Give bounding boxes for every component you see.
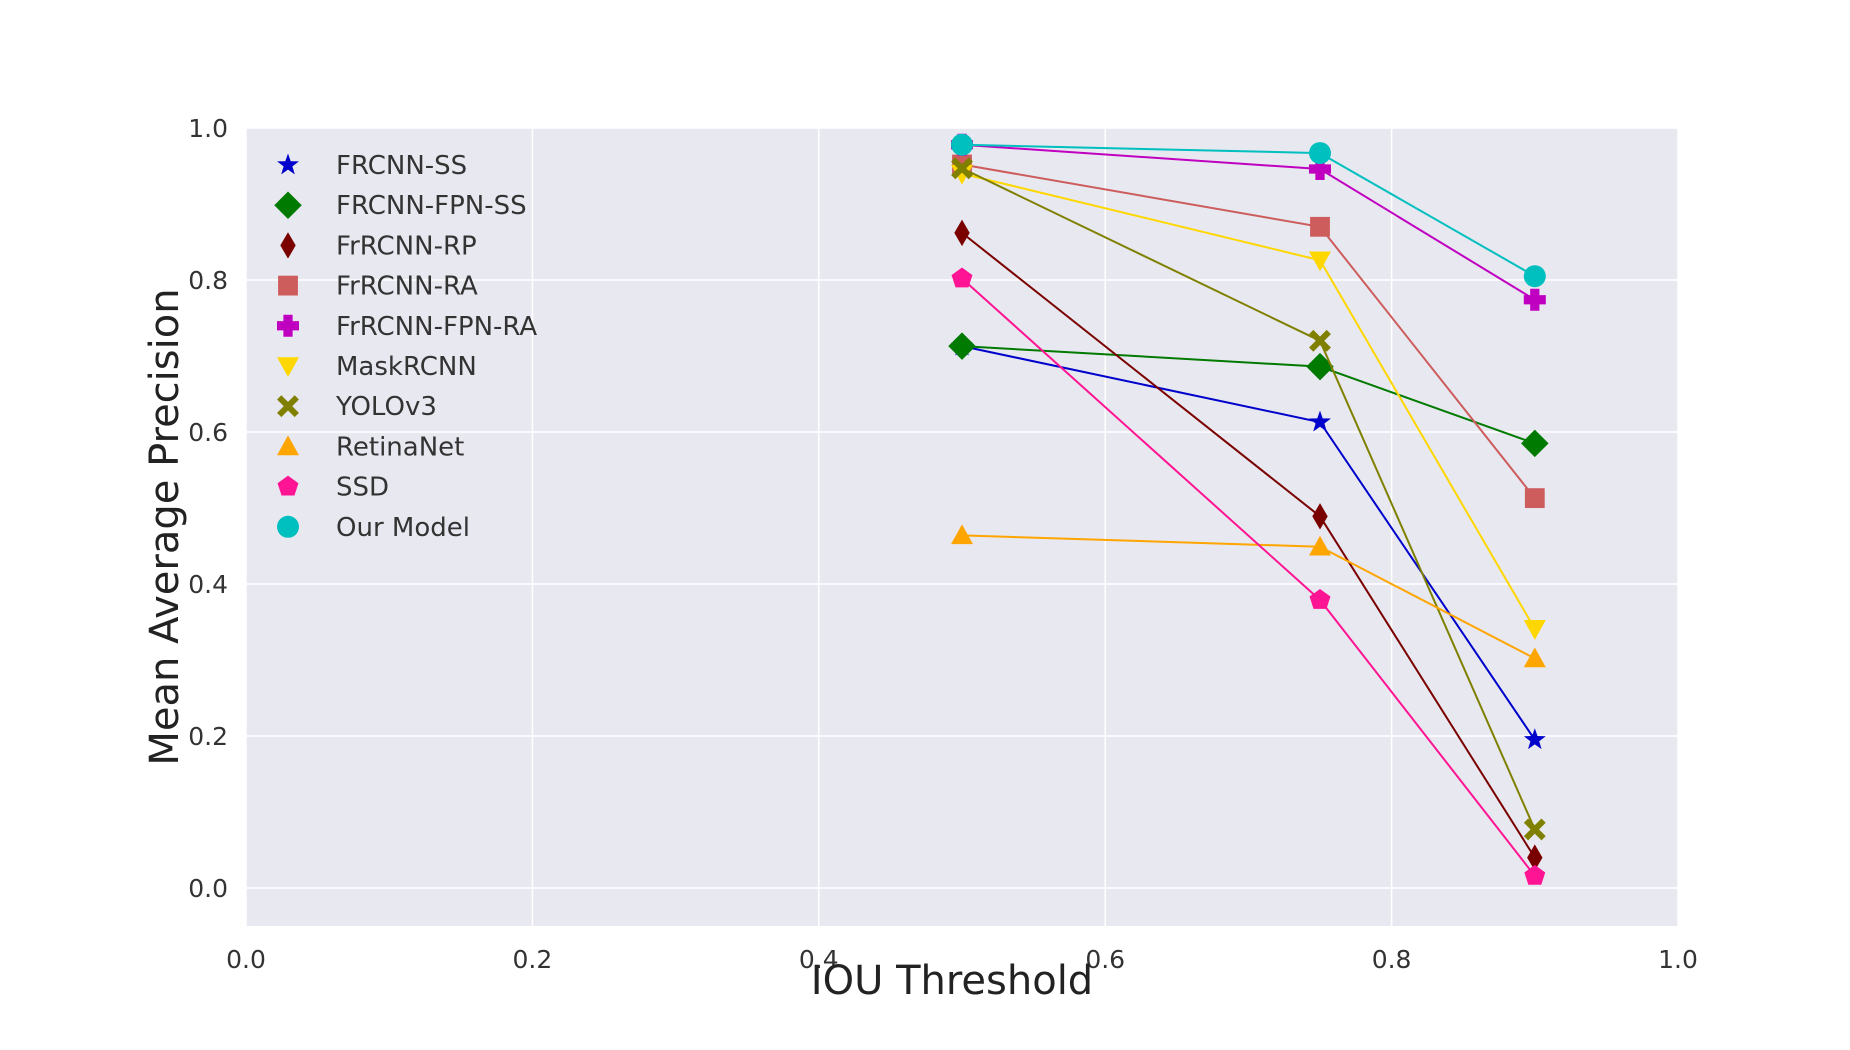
legend-item-frrcnn-fpn-ra: FrRCNN-FPN-RA: [277, 312, 537, 342]
legend-label-our-model: Our Model: [336, 513, 470, 543]
data-point-frcnn-ss: [1523, 728, 1546, 750]
legend-marker-maskrcnn: [277, 357, 299, 377]
data-point-frrcnn-ra: [1310, 216, 1330, 237]
y-tick-label: 0.2: [188, 722, 228, 751]
legend-item-retinanet: RetinaNet: [277, 432, 464, 462]
legend-marker-ssd: [277, 475, 299, 496]
data-point-frcnn-fpn-ss: [1306, 352, 1334, 381]
legend-marker-frcnn-fpn-ss: [274, 191, 302, 219]
legend-label-maskrcnn: MaskRCNN: [336, 352, 477, 382]
legend-label-ssd: SSD: [336, 473, 389, 503]
data-point-maskrcnn: [1309, 251, 1331, 272]
data-point-yolov3: [951, 157, 973, 180]
y-axis-title: Mean Average Precision: [142, 288, 188, 765]
x-tick-label: 1.0: [1658, 945, 1698, 974]
legend-item-our-model: Our Model: [277, 513, 470, 543]
legend-marker-yolov3-stroke: [277, 395, 299, 418]
legend-marker-yolov3: [277, 395, 299, 418]
series-retinanet: [951, 524, 1546, 668]
y-tick-label: 0.8: [188, 266, 228, 295]
data-point-frrcnn-rp: [1527, 844, 1543, 871]
data-point-ssd: [1309, 588, 1331, 609]
data-point-frrcnn-fpn-ra: [1309, 158, 1331, 181]
data-point-ssd: [1524, 864, 1546, 885]
data-point-frrcnn-fpn-ra: [1523, 288, 1546, 311]
x-axis-title: IOU Threshold: [811, 958, 1093, 1004]
legend-item-frcnn-fpn-ss: FRCNN-FPN-SS: [274, 191, 527, 221]
x-tick-label: 0.0: [226, 945, 266, 974]
y-tick-label: 1.0: [188, 114, 228, 143]
legend-marker-frrcnn-rp: [280, 232, 296, 259]
legend-marker-our-model: [277, 515, 299, 538]
data-point-frcnn-fpn-ss: [1521, 429, 1549, 458]
series-frcnn-fpn-ss: [948, 332, 1549, 458]
data-point-yolov3-stroke: [1309, 329, 1331, 352]
legend-item-yolov3: YOLOv3: [277, 392, 437, 422]
legend-label-frcnn-ss: FRCNN-SS: [336, 151, 467, 181]
data-point-frcnn-fpn-ss: [948, 332, 976, 360]
legend-label-frrcnn-fpn-ra: FrRCNN-FPN-RA: [336, 312, 537, 342]
legend-marker-retinanet: [277, 435, 299, 456]
y-tick-label: 0.4: [188, 570, 228, 599]
x-tick-label: 0.2: [513, 945, 553, 974]
data-point-frrcnn-rp: [1312, 503, 1328, 530]
legend-marker-frrcnn-fpn-ra: [277, 314, 299, 337]
series-layer: [948, 133, 1549, 885]
legend-label-yolov3: YOLOv3: [335, 392, 437, 422]
x-tick-label: 0.4: [799, 945, 839, 974]
data-point-frrcnn-rp: [954, 219, 970, 247]
data-point-ssd: [951, 267, 973, 288]
legend-item-ssd: SSD: [277, 473, 389, 503]
series-ssd: [951, 267, 1546, 885]
legend: FRCNN-SS FRCNN-FPN-SS FrRCNN-RP FrRCNN-RA Fr…: [274, 151, 537, 543]
data-point-maskrcnn: [1523, 620, 1546, 640]
data-point-yolov3: [1523, 818, 1546, 841]
data-point-frcnn-ss: [1309, 410, 1331, 432]
data-point-our-model: [951, 133, 973, 156]
series-our-model: [951, 133, 1546, 288]
data-point-retinanet: [1309, 535, 1331, 556]
legend-item-maskrcnn: MaskRCNN: [277, 352, 477, 382]
tick-labels: 0.0 0.2 0.4 0.6 0.8 1.0 0.0 0.2 0.4 0.6 0.8 1.0: [188, 114, 1698, 974]
data-point-retinanet: [1523, 647, 1546, 668]
data-point-our-model: [1309, 142, 1331, 165]
legend-label-retinanet: RetinaNet: [336, 432, 464, 462]
data-point-our-model: [1523, 265, 1546, 288]
data-point-yolov3-stroke: [1523, 818, 1546, 841]
legend-item-frrcnn-ra: FrRCNN-RA: [278, 272, 478, 302]
x-tick-label: 0.6: [1085, 945, 1125, 974]
legend-item-frcnn-ss: FRCNN-SS: [277, 151, 467, 181]
legend-marker-frrcnn-ra: [278, 275, 298, 296]
legend-label-frcnn-fpn-ss: FRCNN-FPN-SS: [336, 191, 527, 221]
x-tick-label: 0.8: [1372, 945, 1412, 974]
legend-item-frrcnn-rp: FrRCNN-RP: [280, 231, 477, 261]
data-point-frrcnn-ra: [1524, 488, 1545, 509]
legend-label-frrcnn-rp: FrRCNN-RP: [336, 231, 477, 261]
series-yolov3: [951, 157, 1546, 841]
y-tick-label: 0.6: [188, 418, 228, 447]
series-frrcnn-rp: [954, 219, 1543, 871]
data-point-yolov3-stroke: [951, 157, 973, 180]
y-tick-label: 0.0: [188, 874, 228, 903]
legend-label-frrcnn-ra: FrRCNN-RA: [336, 272, 478, 302]
data-point-retinanet: [951, 524, 973, 545]
legend-marker-frcnn-ss: [277, 153, 299, 175]
data-point-yolov3: [1309, 329, 1331, 352]
